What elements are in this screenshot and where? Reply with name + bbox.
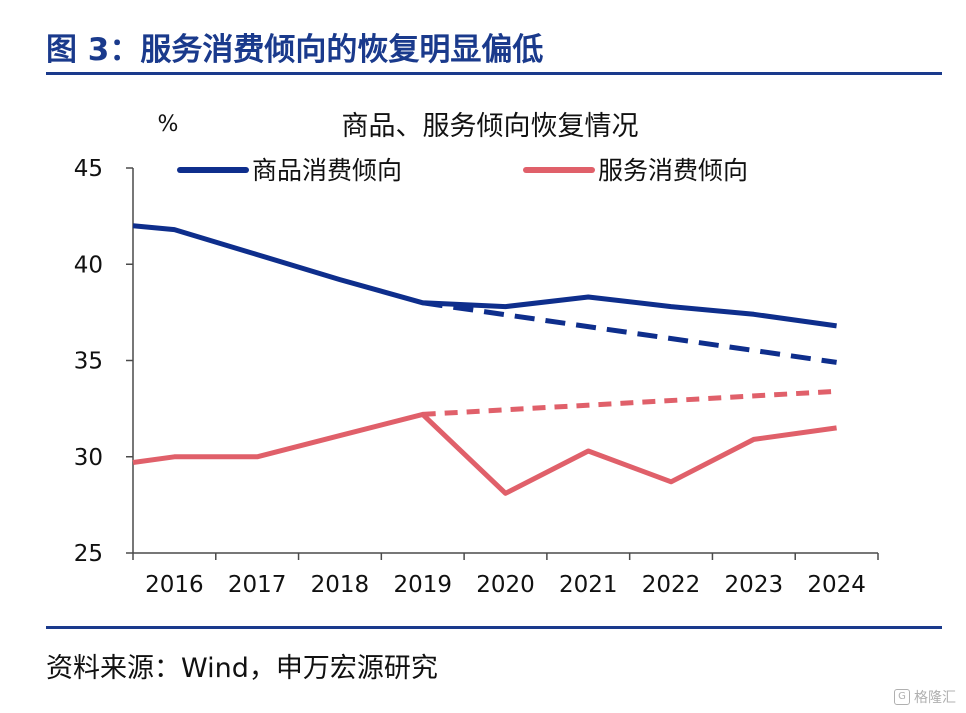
x-tick-label: 2020 — [476, 572, 535, 598]
y-tick-label: 40 — [74, 252, 103, 278]
source-divider — [46, 626, 942, 629]
x-tick-label: 2016 — [145, 572, 204, 598]
x-tick-label: 2017 — [228, 572, 287, 598]
y-tick-label: 45 — [74, 156, 103, 182]
chart-legend: 商品消费倾向 服务消费倾向 — [177, 156, 748, 185]
title-divider — [46, 72, 942, 75]
y-tick-label: 25 — [74, 541, 103, 567]
x-tick-label: 2024 — [807, 572, 866, 598]
watermark-logo-icon: G — [894, 689, 910, 705]
y-tick-label: 30 — [74, 445, 103, 471]
series-line-trend-2 — [422, 300, 837, 365]
series-line-0 — [132, 223, 837, 329]
chart-axes: 25 30 35 40 45 2016 2017 2018 2019 2020 2021 2022 20… — [74, 156, 879, 598]
chart-series — [132, 223, 837, 496]
watermark-text: 格隆汇 — [914, 690, 956, 706]
figure-title: 图 3：服务消费倾向的恢复明显偏低 — [46, 32, 544, 68]
series-line-1 — [132, 411, 837, 496]
legend-label: 服务消费倾向 — [598, 156, 748, 185]
y-tick-label: 35 — [74, 349, 103, 375]
watermark: G 格隆汇 — [894, 687, 956, 707]
chart-title: 商品、服务倾向恢复情况 — [342, 111, 639, 142]
x-tick-label: 2023 — [725, 572, 784, 598]
x-tick-label: 2018 — [311, 572, 370, 598]
x-tick-label: 2021 — [559, 572, 618, 598]
series-line-trend-3 — [422, 388, 837, 417]
y-axis-unit-label: % — [158, 112, 179, 137]
source-note: 资料来源：Wind，申万宏源研究 — [46, 653, 438, 684]
x-tick-label: 2022 — [642, 572, 701, 598]
legend-label: 商品消费倾向 — [252, 156, 402, 185]
x-tick-label: 2019 — [393, 572, 452, 598]
